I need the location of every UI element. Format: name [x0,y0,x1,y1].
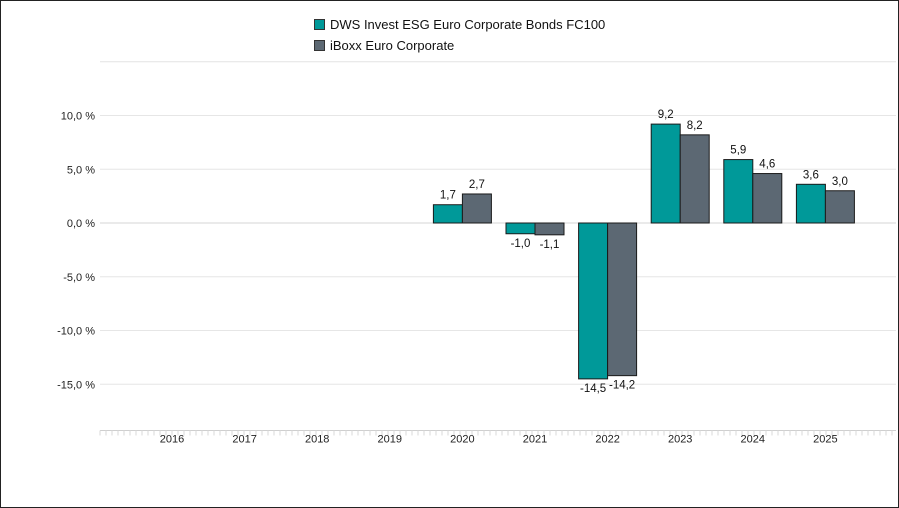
legend-label-fund: DWS Invest ESG Euro Corporate Bonds FC10… [330,17,606,32]
data-label: 8,2 [687,120,703,132]
y-tick-label: 5,0 % [67,164,95,176]
bar [607,222,638,377]
y-tick-label: -5,0 % [63,272,95,284]
y-tick-label: -10,0 % [57,326,95,338]
y-tick-label: 10,0 % [61,111,95,123]
legend: DWS Invest ESG Euro Corporate Bonds FC10… [314,14,605,56]
x-tick-label: 2021 [523,433,547,445]
data-label: 5,9 [730,145,746,157]
data-label: -1,0 [511,238,531,250]
x-tick-label: 2024 [741,433,765,445]
bar [505,222,536,235]
legend-item-benchmark: iBoxx Euro Corporate [314,35,605,56]
data-label: 1,7 [440,190,456,202]
legend-label-benchmark: iBoxx Euro Corporate [330,38,455,53]
y-tick-label: -15,0 % [57,379,95,391]
bar [650,123,681,224]
x-tick-label: 2022 [595,433,619,445]
data-label: -1,1 [540,239,560,251]
bar [752,173,783,224]
x-tick-label: 2020 [450,433,474,445]
legend-item-fund: DWS Invest ESG Euro Corporate Bonds FC10… [314,14,605,35]
x-tick-label: 2016 [160,433,184,445]
x-tick-label: 2025 [813,433,837,445]
data-label: -14,5 [580,383,606,395]
data-label: 4,6 [759,159,775,171]
bar [534,222,565,236]
bar [461,193,492,224]
data-label: -14,2 [609,380,635,392]
x-tick-label: 2017 [232,433,256,445]
data-label: 9,2 [658,109,674,121]
legend-swatch-benchmark [314,40,325,51]
bar [432,204,463,224]
data-label: 3,6 [803,169,819,181]
bar [578,222,609,380]
data-label: 3,0 [832,176,848,188]
bar [723,159,754,224]
bar [679,134,710,224]
bar [824,190,855,224]
y-tick-label: 0,0 % [67,218,95,230]
x-tick-label: 2023 [668,433,692,445]
legend-swatch-fund [314,19,325,30]
x-tick-label: 2018 [305,433,329,445]
data-label: 2,7 [469,179,485,191]
bar [795,183,826,224]
x-tick-label: 2019 [378,433,402,445]
